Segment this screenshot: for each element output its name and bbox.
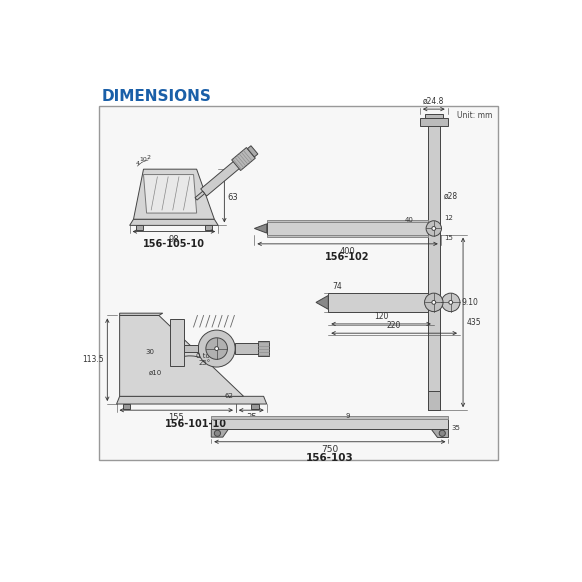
Polygon shape [201,159,242,196]
Text: 400: 400 [340,247,356,256]
Text: 9: 9 [345,413,350,418]
Text: 156-101-10: 156-101-10 [165,420,226,430]
Text: 35: 35 [246,413,257,423]
Circle shape [198,330,235,367]
Polygon shape [133,169,214,219]
Circle shape [206,338,228,359]
Polygon shape [116,396,267,404]
Text: 0 to 18: 0 to 18 [196,353,221,359]
Bar [420,118,448,126]
Text: 12: 12 [445,215,453,221]
Polygon shape [316,296,328,309]
Circle shape [426,221,442,236]
Polygon shape [247,146,258,157]
Text: 62: 62 [224,393,233,399]
Polygon shape [232,147,255,171]
Text: ø24.8: ø24.8 [423,97,445,106]
Bar [211,418,448,430]
Circle shape [439,430,445,436]
Text: 30: 30 [146,349,155,356]
Circle shape [449,300,453,304]
Text: 156-102: 156-102 [325,251,370,261]
Text: 2: 2 [147,155,151,160]
Bar [267,222,428,235]
Text: 220: 220 [387,321,402,330]
Bar [184,345,198,353]
Circle shape [424,293,443,311]
Bar [267,220,428,222]
Polygon shape [144,175,197,213]
Bar [205,225,212,230]
Bar [171,320,184,365]
Text: 40: 40 [405,217,414,223]
Text: DIMENSIONS: DIMENSIONS [102,88,212,104]
Text: 9.10: 9.10 [462,298,478,307]
Text: 35: 35 [452,425,460,431]
Bar [251,404,259,409]
Text: 74: 74 [332,282,342,292]
Bar [123,404,130,409]
Circle shape [432,300,436,304]
Text: 63: 63 [228,193,238,202]
Text: Unit: mm: Unit: mm [457,111,492,120]
Text: 15: 15 [445,236,453,242]
Text: 4: 4 [136,161,140,166]
Bar [328,293,428,311]
Circle shape [432,226,436,230]
Text: 155: 155 [168,413,184,423]
Circle shape [215,347,219,350]
Text: ø28: ø28 [444,191,458,201]
Polygon shape [120,315,244,396]
Circle shape [214,430,221,436]
Text: 120: 120 [374,312,388,321]
Polygon shape [211,430,228,437]
Polygon shape [254,224,267,233]
Bar [267,235,428,237]
Polygon shape [428,224,441,233]
Bar [235,343,258,354]
Text: 156-103: 156-103 [306,453,354,463]
Text: 10: 10 [140,158,147,162]
Polygon shape [195,191,205,200]
Polygon shape [130,219,218,225]
Circle shape [442,293,460,311]
Text: ø10: ø10 [149,370,162,376]
Text: 98: 98 [169,235,179,244]
Bar [428,122,440,410]
Text: 25°: 25° [199,360,211,365]
Bar [258,341,269,356]
Text: 156-105-10: 156-105-10 [143,239,205,249]
Bar [99,106,498,460]
Bar [424,113,443,118]
Polygon shape [431,430,448,437]
Text: 435: 435 [466,318,481,327]
Polygon shape [120,313,163,315]
Text: 750: 750 [321,445,339,454]
Text: 113.5: 113.5 [83,355,104,364]
Bar [428,391,440,410]
Bar [136,225,143,230]
Bar [211,416,448,418]
